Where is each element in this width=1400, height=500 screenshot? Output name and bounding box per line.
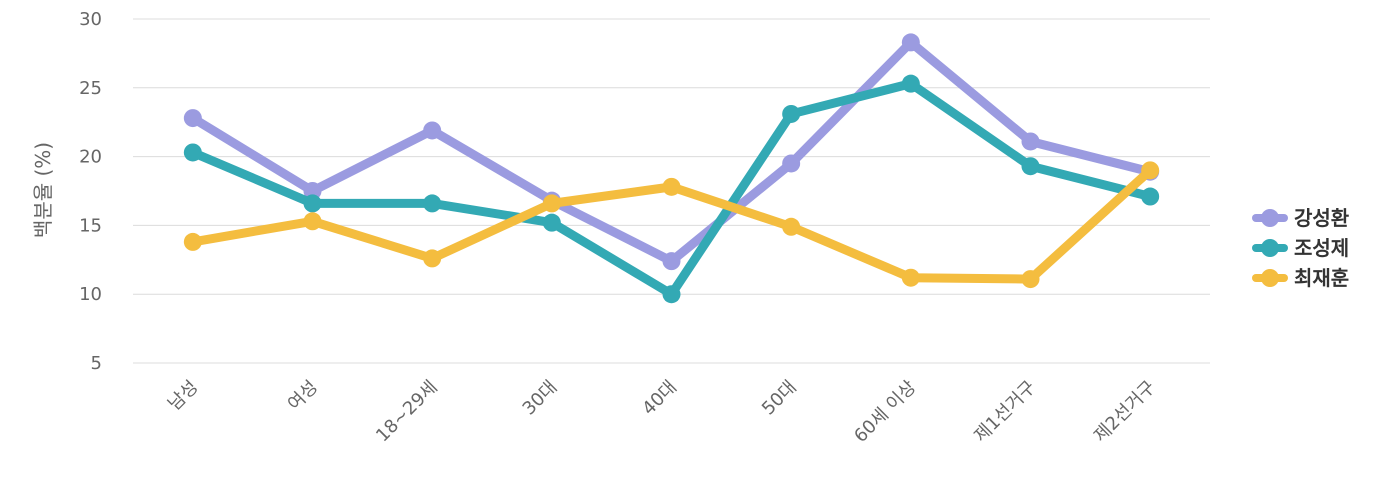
- data-point[interactable]: [782, 217, 801, 236]
- data-point[interactable]: [1021, 270, 1040, 289]
- data-point[interactable]: [782, 154, 801, 173]
- data-point[interactable]: [782, 104, 801, 123]
- data-point[interactable]: [183, 143, 202, 162]
- x-tick-label: 제2선거구: [1090, 377, 1160, 447]
- data-point[interactable]: [662, 252, 681, 271]
- data-point[interactable]: [183, 232, 202, 251]
- series-2: [183, 74, 1160, 304]
- x-tick-label: 남성: [164, 377, 202, 415]
- data-point[interactable]: [662, 285, 681, 304]
- x-tick-label: 여성: [284, 377, 322, 415]
- data-point[interactable]: [1021, 157, 1040, 176]
- data-point[interactable]: [183, 109, 202, 128]
- y-tick-label: 5: [91, 353, 102, 374]
- data-point[interactable]: [423, 249, 442, 268]
- x-axis-ticks: 남성 여성 18~29세 30대 40대 50대 60세 이상 제1선거구 제2선거구: [164, 377, 1160, 447]
- data-point[interactable]: [901, 74, 920, 93]
- y-tick-label: 10: [79, 284, 102, 305]
- series-3: [183, 161, 1160, 289]
- data-point[interactable]: [423, 194, 442, 213]
- data-point[interactable]: [1141, 161, 1160, 180]
- legend-label: 조성제: [1294, 236, 1349, 260]
- series-layer: [183, 33, 1160, 304]
- y-tick-label: 20: [79, 147, 102, 168]
- legend-marker: [1261, 269, 1279, 287]
- data-point[interactable]: [662, 177, 681, 196]
- legend-item[interactable]: 조성제: [1252, 236, 1349, 260]
- legend-item[interactable]: 강성환: [1252, 206, 1350, 230]
- legend-label: 최재훈: [1294, 266, 1349, 290]
- data-point[interactable]: [1021, 132, 1040, 151]
- x-tick-label: 18~29세: [372, 377, 442, 447]
- data-point[interactable]: [542, 194, 561, 213]
- data-point[interactable]: [303, 182, 322, 200]
- y-tick-label: 30: [79, 9, 102, 30]
- data-point[interactable]: [303, 194, 322, 213]
- legend-item[interactable]: 최재훈: [1252, 266, 1349, 290]
- data-point[interactable]: [901, 268, 920, 287]
- data-point[interactable]: [1141, 187, 1160, 206]
- x-tick-label: 제1선거구: [970, 377, 1040, 447]
- y-axis-ticks: 5 10 15 20 25 30: [79, 9, 102, 374]
- legend-marker: [1261, 239, 1279, 257]
- x-tick-label: 40대: [638, 377, 681, 420]
- data-point[interactable]: [901, 33, 920, 52]
- y-tick-label: 15: [79, 215, 102, 236]
- y-axis-title: 백분율 (%): [31, 142, 55, 238]
- data-point[interactable]: [542, 213, 561, 232]
- y-tick-label: 25: [79, 78, 102, 99]
- legend-marker: [1261, 209, 1279, 227]
- x-tick-label: 50대: [758, 377, 801, 420]
- x-tick-label: 30대: [519, 377, 562, 420]
- legend-label: 강성환: [1294, 206, 1350, 230]
- x-tick-label: 60세 이상: [850, 377, 920, 447]
- data-point[interactable]: [423, 121, 442, 140]
- data-point[interactable]: [303, 212, 322, 231]
